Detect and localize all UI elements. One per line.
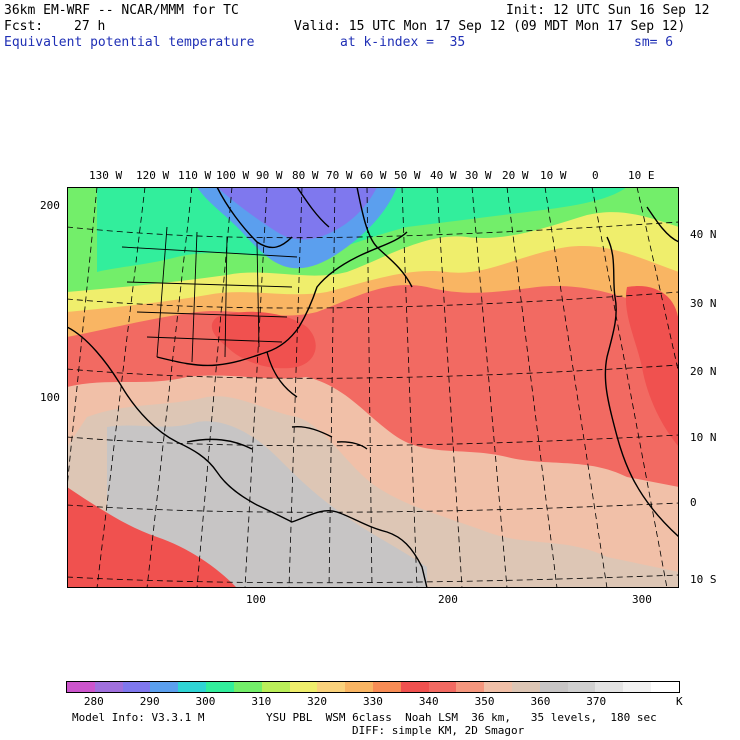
legend-swatch (651, 682, 679, 692)
lon-label: 110 W (178, 169, 212, 182)
field-band-285 (217, 187, 377, 240)
legend-swatch (539, 682, 568, 692)
lat-label: 10 N (690, 431, 717, 444)
field-name: Equivalent potential temperature (4, 35, 255, 50)
lon-label: 130 W (89, 169, 123, 182)
lat-label: 30 N (690, 297, 717, 310)
lat-label: 10 S (690, 573, 717, 586)
legend-label: 330 (363, 695, 383, 708)
lon-label: 10 W (540, 169, 567, 182)
map-frame (67, 187, 679, 588)
field-warm-sw (67, 487, 237, 588)
lon-label: 70 W (326, 169, 353, 182)
lon-label: 20 W (502, 169, 529, 182)
legend-swatch (289, 682, 318, 692)
legend-swatch (345, 682, 373, 692)
theta-e-map (67, 187, 679, 588)
grid-y-label: 200 (40, 199, 60, 212)
legend-swatch (233, 682, 262, 692)
lon-label: 40 W (430, 169, 457, 182)
color-legend (66, 681, 680, 693)
lon-label: 30 W (465, 169, 492, 182)
lat-label: 0 (690, 496, 697, 509)
legend-label: 280 (83, 695, 104, 708)
legend-label: 310 (251, 695, 272, 708)
field-band-360 (107, 421, 427, 588)
legend-swatch (484, 682, 512, 692)
legend-unit: K (676, 695, 683, 708)
legend-swatch (178, 682, 207, 692)
lon-label: 80 W (292, 169, 319, 182)
legend-label: 320 (307, 695, 328, 708)
legend-label: 370 (586, 695, 607, 708)
legend-swatch (122, 682, 151, 692)
lon-label: 90 W (256, 169, 283, 182)
lon-label: 120 W (136, 169, 170, 182)
valid-time: Valid: 15 UTC Mon 17 Sep 12 (09 MDT Mon … (294, 19, 686, 34)
legend-swatch (317, 682, 346, 692)
legend-swatch (567, 682, 596, 692)
legend-swatch (372, 682, 401, 692)
legend-swatch (512, 682, 540, 692)
grid-x-label: 100 (246, 593, 266, 606)
smoothing-info: sm= 6 (634, 35, 674, 50)
init-time: Init: 12 UTC Sun 16 Sep 12 (506, 3, 710, 18)
grid-x-label: 200 (438, 593, 458, 606)
coastlines (67, 187, 679, 588)
lon-label: 0 (592, 169, 599, 182)
legend-label: 350 (474, 695, 495, 708)
legend-swatch (206, 682, 234, 692)
grid-x-label: 300 (632, 593, 652, 606)
legend-label: 360 (530, 695, 551, 708)
lon-label: 100 W (216, 169, 250, 182)
lon-label: 50 W (394, 169, 421, 182)
legend-swatch (456, 682, 485, 692)
legend-label: 300 (195, 695, 216, 708)
grid-y-label: 100 (40, 391, 60, 404)
legend-swatch (261, 682, 290, 692)
field-warm-atlantic (421, 311, 558, 415)
legend-swatch (94, 682, 123, 692)
lat-label: 40 N (690, 228, 717, 241)
physics-line-2: DIFF: simple KM, 2D Smagor (352, 724, 525, 737)
lon-label: 10 E (628, 169, 655, 182)
model-info: Model Info: V3.3.1 M (72, 711, 205, 724)
legend-swatch (150, 682, 179, 692)
field-warm-us (211, 311, 316, 369)
forecast-label: Fcst: (4, 19, 44, 34)
model-title: 36km EM-WRF -- NCAR/MMM for TC (4, 3, 239, 18)
lon-label: 60 W (360, 169, 387, 182)
forecast-hours: 27 h (74, 19, 106, 34)
state-borders (121, 226, 298, 363)
legend-swatch (400, 682, 429, 692)
legend-label: 290 (139, 695, 160, 708)
graticule (67, 187, 679, 588)
legend-swatch (67, 682, 95, 692)
field-warm-africa (625, 286, 679, 447)
physics-line-1: YSU PBL WSM 6class Noah LSM 36 km, 35 le… (266, 711, 657, 724)
legend-swatch (595, 682, 624, 692)
legend-swatch (623, 682, 652, 692)
legend-label: 340 (418, 695, 439, 708)
lat-label: 20 N (690, 365, 717, 378)
level-info: at k-index = 35 (340, 35, 466, 50)
legend-swatch (428, 682, 457, 692)
